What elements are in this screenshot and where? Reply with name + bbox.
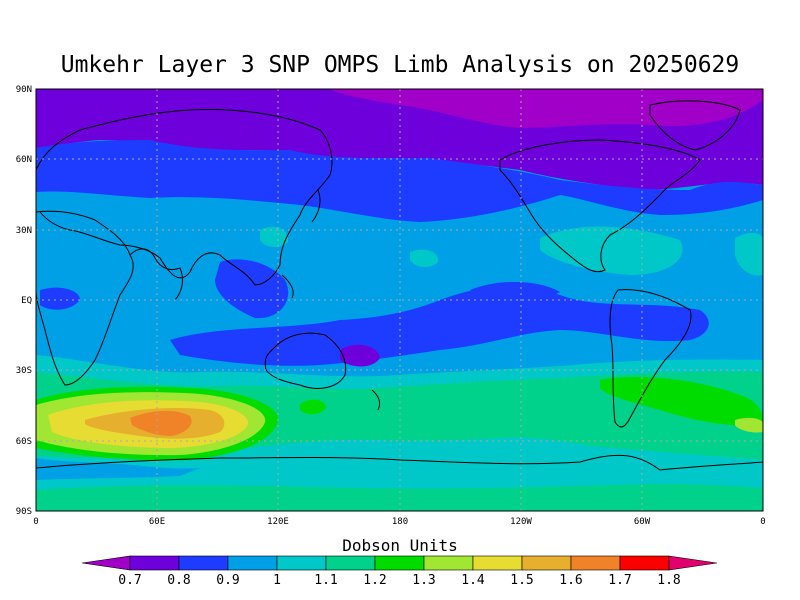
- colorbar-label-3: 1: [273, 573, 281, 588]
- colorbar-label-8: 1.5: [510, 573, 533, 588]
- lat-tick-60s: 60S: [16, 437, 32, 447]
- lat-tick-90s: 90S: [16, 507, 32, 517]
- contour-indian-1.7: [130, 410, 192, 436]
- colorbar-title: Dobson Units: [342, 536, 458, 555]
- lat-tick-60n: 60N: [16, 155, 32, 165]
- lon-tick-60e: 60E: [149, 517, 165, 527]
- colorbar-label-2: 0.9: [216, 573, 239, 588]
- colorbar-swatch-4: [276, 555, 327, 571]
- colorbar-label-11: 1.8: [657, 573, 680, 588]
- lat-axis: 90N 60N 30N EQ 30S 60S 90S: [16, 85, 32, 517]
- contour-pacific-0.7: [340, 344, 380, 367]
- contour-southpac-1.3: [300, 399, 326, 415]
- contour-pacific-1.0: [410, 249, 439, 268]
- contour-america-1.0: [540, 226, 683, 275]
- colorbar-label-9: 1.6: [559, 573, 582, 588]
- colorbar-label-4: 1.1: [314, 573, 337, 588]
- colorbar-swatch-1: [129, 555, 180, 571]
- colorbar-label-5: 1.2: [363, 573, 386, 588]
- lon-axis: 0 60E 120E 180 120W 60W 0: [33, 517, 765, 527]
- lon-tick-60w: 60W: [634, 517, 651, 527]
- colorbar-swatch-3: [227, 555, 278, 571]
- lat-tick-90n: 90N: [16, 85, 32, 95]
- colorbar-label-10: 1.7: [608, 573, 631, 588]
- colorbar-swatch-5: [325, 555, 376, 571]
- lon-tick-0-right: 0: [760, 517, 765, 527]
- contour-south-0.9-polar: [36, 458, 200, 480]
- colorbar-swatch-10: [570, 555, 621, 571]
- colorbar: 0.7 0.8 0.9 1 1.1 1.2 1.3 1.4 1.5 1.6 1.7 1.8: [81, 555, 718, 588]
- lat-tick-eq: EQ: [21, 296, 32, 306]
- map-frame: [35, 88, 764, 512]
- colorbar-label-0: 0.7: [118, 573, 141, 588]
- contour-atlantic-0.8: [470, 281, 560, 300]
- colorbar-swatch-2: [178, 555, 229, 571]
- coastlines: [36, 100, 763, 471]
- contour-samerica-1.4: [735, 417, 763, 433]
- contour-tibet-1.0: [260, 226, 289, 248]
- lat-tick-30n: 30N: [16, 226, 32, 236]
- map-title: Umkehr Layer 3 SNP OMPS Limb Analysis on…: [60, 52, 740, 78]
- contour-indonesia-0.8: [215, 259, 289, 319]
- colorbar-swatch-7: [423, 555, 474, 571]
- lon-tick-0-left: 0: [33, 517, 38, 527]
- lon-tick-180: 180: [392, 517, 408, 527]
- colorbar-label-6: 1.3: [412, 573, 435, 588]
- lon-tick-120w: 120W: [510, 517, 532, 527]
- lon-tick-120e: 120E: [267, 517, 289, 527]
- colorbar-arrow-high: [668, 555, 718, 571]
- lat-tick-30s: 30S: [16, 366, 32, 376]
- contour-atlantic-1.0: [735, 232, 763, 276]
- colorbar-swatch-8: [472, 555, 523, 571]
- contour-africa-0.8: [40, 287, 80, 310]
- contour-pacific-0.8: [170, 285, 709, 366]
- colorbar-swatch-6: [374, 555, 425, 571]
- ozone-contour-field: [36, 89, 763, 511]
- colorbar-swatch-9: [521, 555, 572, 571]
- colorbar-arrow-low: [81, 555, 131, 571]
- colorbar-label-7: 1.4: [461, 573, 485, 588]
- map-grid: [36, 89, 763, 511]
- colorbar-label-1: 0.8: [167, 573, 190, 588]
- contour-samerica-1.3: [600, 376, 763, 426]
- colorbar-swatch-11: [619, 555, 670, 571]
- contour-north-0.7: [330, 89, 763, 128]
